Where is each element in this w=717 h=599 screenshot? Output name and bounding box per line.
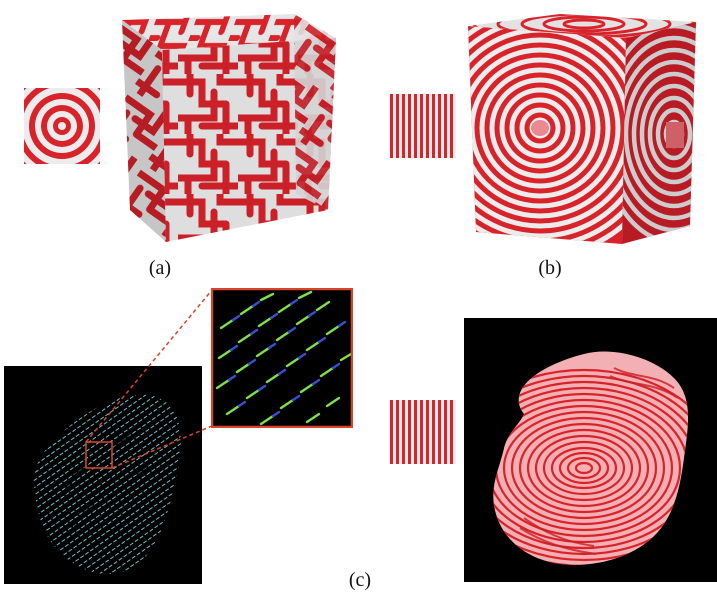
panel-a: (a) bbox=[0, 0, 360, 290]
caption-a: (a) bbox=[148, 257, 172, 279]
caption-c: (c) bbox=[348, 569, 372, 591]
labyrinth-texture-cube bbox=[122, 14, 336, 242]
vector-field-view bbox=[4, 366, 202, 584]
zoom-selection-box bbox=[85, 441, 113, 469]
zoom-connector-lines bbox=[85, 289, 213, 469]
zoom-inset bbox=[211, 288, 353, 428]
vertical-stripes-exemplar-icon bbox=[390, 94, 456, 158]
panel-b: (b) bbox=[360, 0, 717, 290]
concentric-texture-cube bbox=[468, 14, 696, 244]
caption-b: (b) bbox=[538, 257, 562, 279]
panel-c: (c) bbox=[0, 280, 717, 599]
vertical-stripes-exemplar-icon bbox=[390, 400, 456, 464]
concentric-rings-exemplar-icon bbox=[24, 88, 100, 164]
synthesized-texture-view bbox=[464, 318, 717, 582]
